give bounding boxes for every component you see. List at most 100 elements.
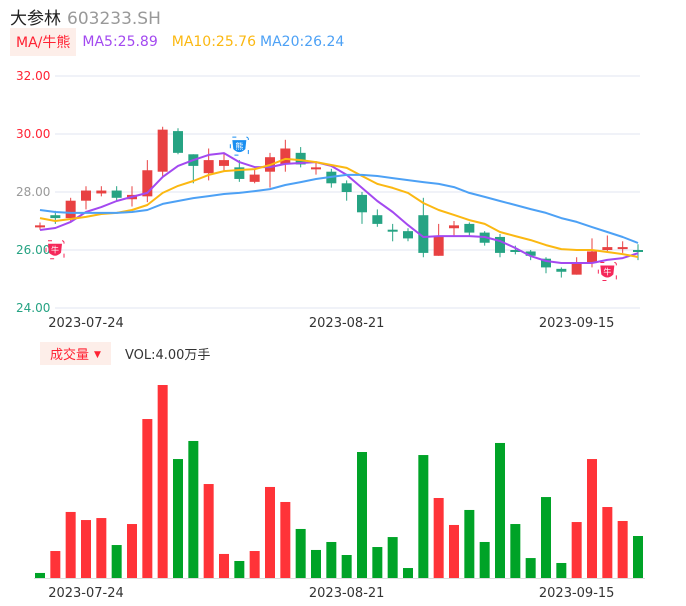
candle: [541, 257, 551, 274]
candle-body: [173, 131, 183, 153]
candle: [403, 228, 413, 242]
candle: [464, 222, 475, 236]
ma20-value: MA20:26.24: [260, 34, 345, 50]
candle-body: [556, 268, 567, 272]
volume-bar: [464, 509, 475, 578]
volume-bar: [81, 520, 91, 578]
volume-bar: [387, 537, 398, 578]
candle-body: [357, 194, 367, 213]
ma10-line: [39, 157, 639, 258]
candle: [387, 223, 398, 242]
candle-body: [433, 236, 444, 256]
candle-body: [387, 229, 398, 232]
signal-frame: [45, 240, 65, 260]
volume-bar: [50, 551, 61, 578]
candle: [249, 168, 260, 184]
ma5-line: [39, 152, 639, 264]
candle: [96, 186, 107, 197]
candle-body: [449, 225, 459, 229]
candle: [173, 128, 183, 155]
volume-bar: [280, 501, 291, 578]
candle: [341, 180, 352, 201]
candle-body: [372, 215, 383, 224]
stock-code: 603233.SH: [67, 9, 161, 29]
ma10-value: MA10:25.76: [171, 34, 257, 50]
candle: [602, 235, 613, 252]
candle-body: [541, 258, 551, 268]
volume-bar: [433, 497, 444, 578]
y-tick-label: 28.00: [16, 185, 50, 199]
candle: [219, 152, 229, 172]
signal-label: 熊: [235, 141, 243, 151]
candle: [633, 244, 643, 261]
candle-body: [50, 215, 61, 219]
candle-body: [418, 215, 429, 253]
volume-bar: [556, 562, 567, 578]
volume-value: VOL:4.00万手: [124, 348, 211, 363]
volume-bar: [157, 385, 168, 578]
candle-body: [495, 236, 505, 253]
signal-badge: [232, 140, 247, 153]
candle: [265, 152, 275, 188]
candle-body: [464, 223, 475, 233]
candle: [311, 163, 321, 175]
candle: [295, 147, 306, 168]
dropdown-triangle-icon: ▼: [94, 350, 101, 360]
volume-bar: [265, 486, 275, 578]
volume-bar: [495, 442, 505, 578]
volume-bar: [418, 455, 429, 578]
volume-header: 成交量 ▼ VOL:4.00万手: [40, 342, 210, 365]
volume-bar: [449, 524, 459, 578]
candle-body: [510, 250, 521, 252]
volume-bar: [372, 547, 383, 578]
candle-body: [587, 251, 597, 264]
stock-name: 大参林: [10, 9, 61, 29]
volume-x-tick-label: 2023-08-21: [309, 586, 385, 601]
candle-body: [525, 251, 536, 256]
ma20-line: [39, 173, 639, 244]
volume-bar: [525, 558, 536, 578]
volume-bar: [249, 551, 260, 578]
bear-signal-icon: 熊: [229, 136, 249, 156]
volume-bar: [617, 520, 628, 578]
volume-bar: [633, 536, 643, 578]
volume-bar: [188, 440, 199, 578]
volume-x-tick-label: 2023-07-24: [48, 586, 124, 601]
candle-body: [234, 167, 245, 179]
volume-bar: [541, 497, 551, 578]
candle-body: [219, 160, 229, 166]
candle-body: [295, 152, 306, 165]
volume-bar: [403, 568, 413, 578]
bull-signal-icon: 牛: [597, 261, 617, 281]
candle-body: [403, 231, 413, 239]
volume-bar: [571, 522, 582, 578]
ma-indicator-button[interactable]: MA/牛熊: [10, 28, 77, 56]
candle: [372, 209, 383, 227]
volume-bar: [234, 560, 245, 578]
y-tick-label: 32.00: [16, 69, 50, 83]
stock-title: 大参林 603233.SH: [10, 4, 161, 29]
candle-body: [65, 200, 76, 219]
volume-button-label: 成交量: [50, 348, 90, 363]
candle: [357, 192, 367, 224]
candle: [571, 257, 582, 275]
candle: [556, 267, 567, 278]
candle-body: [617, 247, 628, 250]
x-tick-label: 2023-07-24: [48, 316, 124, 331]
candle-body: [35, 225, 45, 228]
volume-bar: [341, 555, 352, 578]
volume-bar: [510, 524, 521, 578]
candle: [157, 126, 168, 177]
volume-bar: [357, 452, 367, 578]
volume-bar: [587, 459, 597, 578]
volume-indicator-button[interactable]: 成交量 ▼: [40, 342, 111, 365]
candle: [280, 139, 291, 172]
candle-body: [341, 183, 352, 192]
candle-body: [81, 190, 91, 201]
candle: [617, 241, 628, 253]
volume-bar: [479, 541, 490, 578]
bull-signal-icon: 牛: [45, 240, 65, 260]
candle: [81, 186, 91, 210]
candle: [142, 160, 153, 203]
